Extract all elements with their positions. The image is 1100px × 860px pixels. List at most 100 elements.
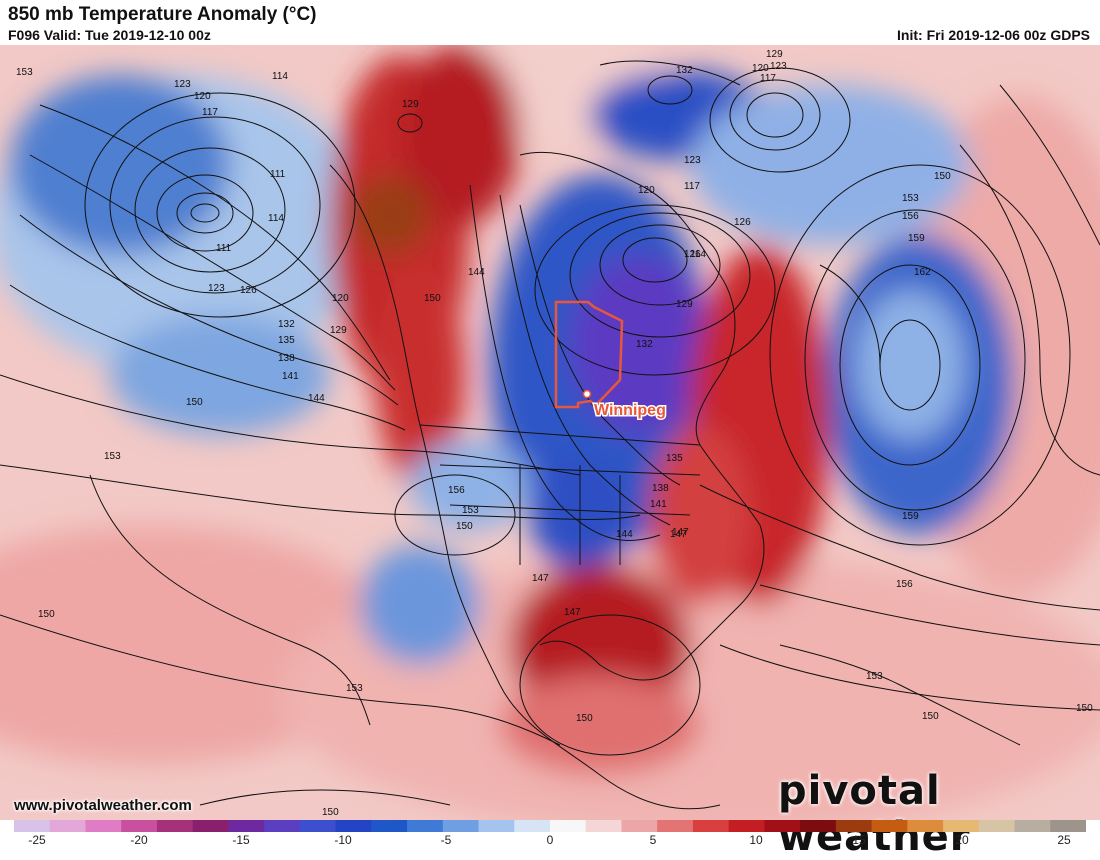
svg-text:153: 153 <box>104 451 121 462</box>
svg-text:135: 135 <box>666 453 683 464</box>
colorbar-swatch <box>371 820 408 832</box>
anomaly-field <box>0 45 1100 820</box>
svg-text:123: 123 <box>208 283 225 294</box>
colorbar-swatch <box>585 820 622 832</box>
svg-text:126: 126 <box>240 285 257 296</box>
colorbar-swatch <box>550 820 587 832</box>
svg-text:117: 117 <box>202 107 218 118</box>
winnipeg-marker[interactable] <box>582 389 592 399</box>
svg-text:138: 138 <box>278 353 295 364</box>
map-canvas[interactable]: Winnipeg 153 123 120 117 114 129 111 114… <box>0 45 1100 820</box>
colorbar-tick: -20 <box>130 833 148 847</box>
colorbar-swatch <box>657 820 694 832</box>
manitoba-outline <box>554 300 624 409</box>
colorbar-tick: 25 <box>1057 833 1071 847</box>
colorbar-swatch <box>49 820 86 832</box>
svg-text:117: 117 <box>684 181 700 192</box>
svg-text:120: 120 <box>332 293 349 304</box>
winnipeg-label: Winnipeg <box>594 402 666 419</box>
colorbar-swatch <box>228 820 265 832</box>
header: 850 mb Temperature Anomaly (°C) F096 Val… <box>0 0 1100 45</box>
svg-text:132: 132 <box>676 65 693 76</box>
website-url[interactable]: www.pivotalweather.com <box>14 797 192 814</box>
svg-text:114: 114 <box>690 249 706 260</box>
svg-text:129: 129 <box>676 299 693 310</box>
svg-text:114: 114 <box>272 71 288 82</box>
colorbar-swatch <box>907 820 944 832</box>
svg-text:162: 162 <box>914 267 931 278</box>
svg-text:150: 150 <box>186 397 203 408</box>
svg-text:150: 150 <box>456 521 473 532</box>
colorbar <box>14 820 1086 832</box>
svg-text:153: 153 <box>462 505 479 516</box>
svg-text:132: 132 <box>278 319 295 330</box>
svg-text:150: 150 <box>38 609 55 620</box>
svg-text:150: 150 <box>424 293 441 304</box>
colorbar-swatch <box>121 820 158 832</box>
valid-time: F096 Valid: Tue 2019-12-10 00z <box>8 27 211 43</box>
svg-text:159: 159 <box>908 233 925 244</box>
svg-text:147: 147 <box>670 529 687 540</box>
svg-text:150: 150 <box>1076 703 1093 714</box>
contour-labels: 153 123 120 117 114 129 111 114 111 123 … <box>16 49 1093 818</box>
svg-text:141: 141 <box>282 371 299 382</box>
svg-text:120: 120 <box>194 91 211 102</box>
svg-text:144: 144 <box>308 393 325 404</box>
colorbar-swatch <box>85 820 122 832</box>
height-contours <box>0 67 1100 806</box>
temperature-anomaly-map[interactable]: Winnipeg 153 123 120 117 114 129 111 114… <box>0 45 1100 820</box>
colorbar-swatch <box>14 820 51 832</box>
svg-text:126: 126 <box>734 217 751 228</box>
colorbar-tick: 20 <box>955 833 969 847</box>
svg-text:147: 147 <box>532 573 549 584</box>
colorbar-swatch <box>692 820 730 832</box>
colorbar-swatch <box>407 820 444 832</box>
svg-text:150: 150 <box>934 171 951 182</box>
svg-text:156: 156 <box>448 485 465 496</box>
colorbar-swatch <box>156 820 194 832</box>
colorbar-tick: -15 <box>232 833 250 847</box>
svg-text:117: 117 <box>760 73 776 84</box>
colorbar-swatch <box>299 820 337 832</box>
svg-text:150: 150 <box>576 713 593 724</box>
svg-text:141: 141 <box>650 499 667 510</box>
colorbar-swatch <box>192 820 229 832</box>
colorbar-tick: 5 <box>649 833 657 847</box>
svg-text:153: 153 <box>16 67 33 78</box>
svg-text:114: 114 <box>268 213 284 224</box>
svg-text:153: 153 <box>866 671 883 682</box>
svg-text:147: 147 <box>564 607 581 618</box>
svg-text:147: 147 <box>672 527 689 538</box>
svg-text:132: 132 <box>636 339 653 350</box>
svg-text:150: 150 <box>322 807 339 818</box>
colorbar-ticks: -25 -20 -15 -10 -5 0 5 10 15 20 25 <box>0 833 1100 850</box>
svg-text:123: 123 <box>174 79 191 90</box>
svg-text:129: 129 <box>402 99 419 110</box>
colorbar-swatch <box>835 820 873 832</box>
colorbar-tick: -10 <box>334 833 352 847</box>
svg-text:135: 135 <box>278 335 295 346</box>
svg-text:111: 111 <box>270 169 286 180</box>
colorbar-swatch <box>514 820 551 832</box>
coastlines <box>329 60 1021 810</box>
svg-text:153: 153 <box>346 683 363 694</box>
colorbar-swatch <box>1050 820 1086 832</box>
svg-text:138: 138 <box>652 483 669 494</box>
svg-text:126: 126 <box>684 249 701 260</box>
svg-text:120: 120 <box>638 185 655 196</box>
svg-text:123: 123 <box>684 155 701 166</box>
svg-text:129: 129 <box>330 325 347 336</box>
svg-text:159: 159 <box>902 511 919 522</box>
colorbar-tick: 15 <box>852 833 866 847</box>
colorbar-swatch <box>728 820 765 832</box>
map-title: 850 mb Temperature Anomaly (°C) <box>8 4 317 25</box>
colorbar-swatch <box>621 820 658 832</box>
colorbar-swatches <box>14 820 1086 832</box>
svg-text:156: 156 <box>902 211 919 222</box>
svg-text:144: 144 <box>468 267 485 278</box>
svg-text:156: 156 <box>896 579 913 590</box>
svg-text:150: 150 <box>922 711 939 722</box>
colorbar-tick: 10 <box>749 833 763 847</box>
init-time: Init: Fri 2019-12-06 00z GDPS <box>897 27 1090 43</box>
colorbar-tick: -5 <box>440 833 452 847</box>
